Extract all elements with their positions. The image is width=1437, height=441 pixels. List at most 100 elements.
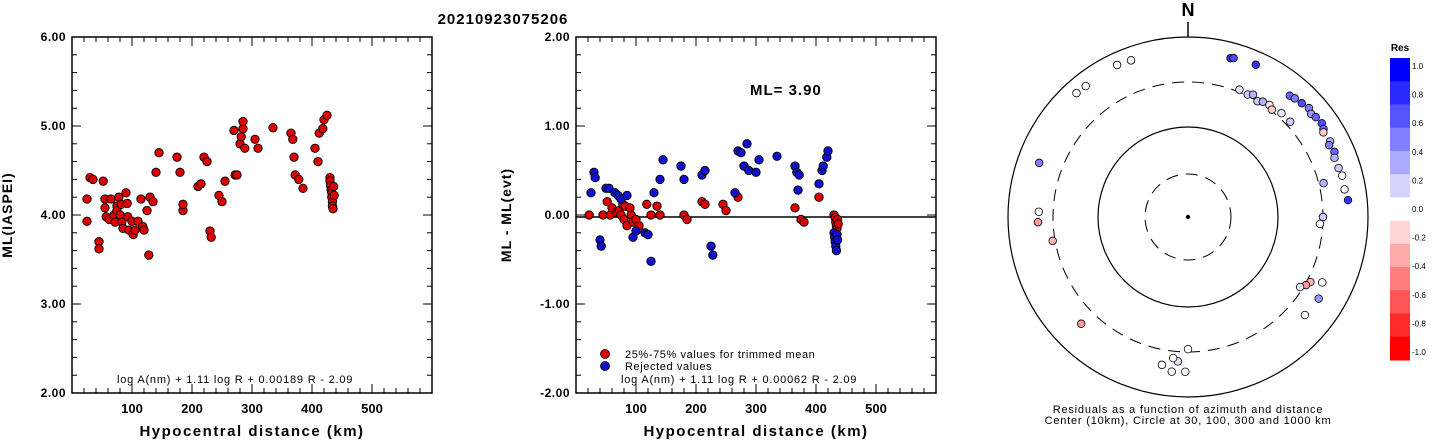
colorbar-tick-label: 1.0 xyxy=(1412,62,1424,71)
data-point xyxy=(106,194,116,204)
station-point xyxy=(1315,219,1325,229)
data-point xyxy=(818,161,828,171)
data-point xyxy=(217,196,227,207)
plot2-x-label: Hypocentral distance (km) xyxy=(643,423,868,440)
station-point xyxy=(1318,212,1328,222)
data-point xyxy=(814,192,824,202)
data-point xyxy=(643,229,653,240)
data-point xyxy=(253,143,263,153)
ml-value-label: ML= 3.90 xyxy=(750,82,822,99)
data-point xyxy=(289,152,299,162)
x-tick-label: 500 xyxy=(361,401,383,416)
station-point xyxy=(1300,310,1310,320)
plot1-x-label: Hypocentral distance (km) xyxy=(139,423,364,440)
station-point xyxy=(1248,90,1258,99)
data-point xyxy=(94,244,104,254)
data-point xyxy=(294,174,304,185)
x-tick-label: 400 xyxy=(805,401,827,416)
y-tick-label: 1.00 xyxy=(545,119,570,133)
y-tick-label: 3.00 xyxy=(41,297,66,311)
data-point xyxy=(240,143,250,153)
data-point xyxy=(151,167,161,177)
data-point xyxy=(706,241,716,251)
colorbar-swatch xyxy=(1390,174,1410,198)
data-point xyxy=(220,176,230,186)
y-tick-label: 0.00 xyxy=(545,208,570,222)
residual-plot: -2.00 -1.00 0.00 1.00 2.00 100 200 300 400 500 ML… xyxy=(498,30,937,440)
colorbar-swatch xyxy=(1390,150,1410,175)
station-point xyxy=(1072,88,1081,98)
data-point xyxy=(793,185,803,195)
colorbar-tick-label: 0.6 xyxy=(1412,119,1424,128)
data-point xyxy=(814,179,824,189)
station-point xyxy=(1077,319,1086,328)
chart-title: 20210923075206 xyxy=(438,11,569,28)
colorbar-tick-label: -0.6 xyxy=(1412,291,1426,300)
ring-1000km xyxy=(1007,36,1369,398)
colorbar-swatch xyxy=(1390,197,1410,222)
data-point xyxy=(329,190,339,201)
station-point xyxy=(1081,81,1090,91)
station-point xyxy=(1277,108,1286,118)
data-point xyxy=(649,188,659,198)
data-point xyxy=(268,123,278,133)
plot2-formula: log A(nm) + 1.11 log R + 0.00062 R - 2.0… xyxy=(621,374,857,386)
x-tick-label: 200 xyxy=(181,401,203,416)
data-point xyxy=(655,210,665,220)
data-point xyxy=(328,204,338,214)
data-point xyxy=(313,156,323,167)
station-point xyxy=(1285,117,1295,126)
polar-caption-line2: Center (10km), Circle at 30, 100, 300 an… xyxy=(1045,415,1332,427)
data-point xyxy=(232,170,242,180)
y-tick-label: 2.00 xyxy=(41,386,66,400)
data-point xyxy=(831,245,842,256)
data-point xyxy=(175,167,185,177)
data-point xyxy=(238,116,248,127)
data-point xyxy=(794,170,804,180)
legend-marker-rejected xyxy=(600,361,610,371)
x-tick-label: 500 xyxy=(865,401,887,416)
data-point xyxy=(172,152,182,162)
station-point xyxy=(1311,112,1320,122)
data-point xyxy=(142,205,152,216)
data-point xyxy=(646,256,656,266)
colorbar-tick-label: 0.2 xyxy=(1412,176,1424,185)
station-point xyxy=(1319,179,1328,188)
colorbar-ticks: 1.0 0.8 0.6 0.4 0.2 0.0 -0.2 -0.4 -0.6 -0.8 -1.0 xyxy=(1412,62,1426,357)
colorbar-swatch xyxy=(1390,58,1410,82)
plot1-points xyxy=(82,110,339,260)
colorbar-tick-label: -1.0 xyxy=(1412,348,1426,357)
center-dot xyxy=(1185,214,1191,220)
station-point xyxy=(1168,353,1178,363)
data-point xyxy=(799,217,809,227)
data-point xyxy=(328,181,339,192)
x-tick-label: 200 xyxy=(685,401,707,416)
station-point xyxy=(1258,97,1268,106)
colorbar-swatch xyxy=(1390,336,1410,361)
data-point xyxy=(88,174,98,185)
colorbar: Res 1.0 0.8 0.6 0.4 0.2 0.0 -0.2 -0.4 -0.6 -0.8 -1… xyxy=(1390,43,1426,361)
colorbar-swatch xyxy=(1390,127,1410,152)
ring-30km xyxy=(1144,173,1232,261)
data-point xyxy=(631,226,641,236)
station-point xyxy=(1324,140,1334,150)
data-point xyxy=(82,194,92,204)
colorbar-swatch xyxy=(1390,220,1410,245)
x-tick-label: 100 xyxy=(625,401,647,416)
data-point xyxy=(322,110,332,120)
data-point xyxy=(596,241,606,251)
data-point xyxy=(298,183,308,193)
data-point xyxy=(602,196,612,207)
data-point xyxy=(772,151,782,161)
data-point xyxy=(676,161,686,171)
data-point xyxy=(832,235,843,245)
x-tick-label: 300 xyxy=(745,401,767,416)
data-point xyxy=(584,210,594,220)
station-point xyxy=(1048,236,1057,246)
station-point xyxy=(1290,94,1300,103)
data-point xyxy=(206,232,216,242)
station-point xyxy=(1035,158,1044,168)
legend-label-rejected: Rejected values xyxy=(625,361,712,373)
data-point xyxy=(136,194,146,204)
data-point xyxy=(154,148,164,158)
